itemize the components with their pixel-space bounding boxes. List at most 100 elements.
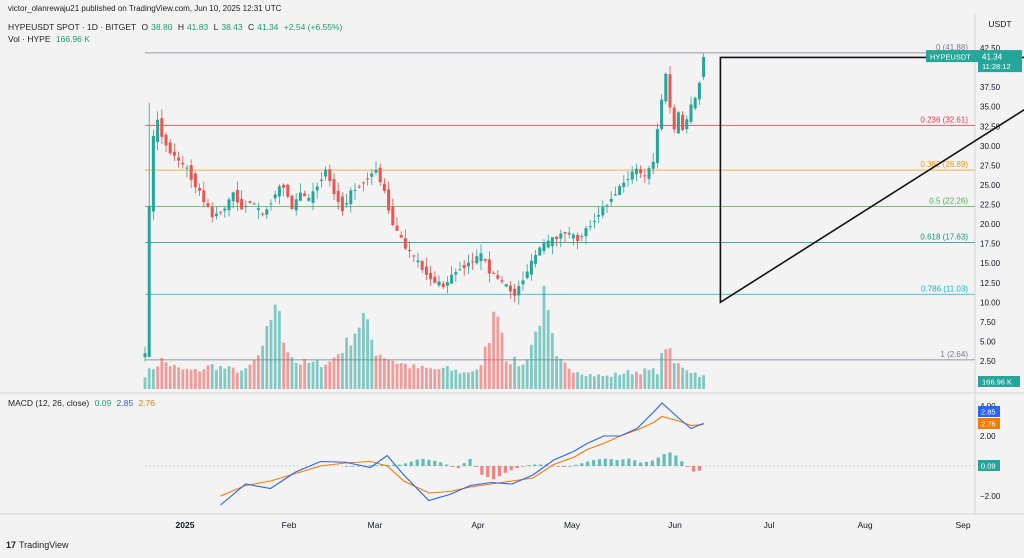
- macd-legend[interactable]: MACD (12, 26, close) 0.09 2.85 2.76: [8, 398, 158, 408]
- candle-body: [403, 238, 407, 249]
- price-badge-symbol: HYPEUSDT: [930, 53, 971, 62]
- candle-body: [639, 169, 643, 174]
- candle-body: [609, 198, 613, 202]
- volume-bar: [345, 337, 348, 389]
- change-value: +2.54 (+6.55%): [283, 22, 343, 32]
- candle-body: [571, 234, 575, 239]
- candle-body: [332, 179, 336, 195]
- separators: [0, 14, 1024, 515]
- fib-label-1: 0.236 (32.61): [920, 115, 968, 124]
- fib-label-5: 0.786 (11.03): [921, 284, 968, 293]
- candle-body: [399, 234, 403, 238]
- publisher-line: victor_olanrewaju21 published on Trading…: [8, 4, 282, 13]
- volume-bar: [496, 316, 500, 389]
- candle-body: [357, 186, 361, 188]
- volume-legend[interactable]: Vol · HYPE 166.96 K: [8, 34, 93, 44]
- macd-histogram-bar: [480, 466, 484, 475]
- time-tick-label: Feb: [282, 520, 297, 530]
- volume-bar: [475, 369, 479, 389]
- volume-bar: [290, 357, 294, 389]
- candle-body: [517, 286, 521, 296]
- macd-histogram-bar: [633, 460, 637, 466]
- macd-signal-value: 2.76: [138, 398, 156, 408]
- volume-bar: [244, 368, 248, 389]
- candle-body: [277, 186, 281, 197]
- macd-histogram-bar: [456, 466, 460, 469]
- candle-body: [303, 193, 307, 197]
- macd-badge-signal: 2.76: [981, 420, 996, 429]
- candle-body: [361, 182, 365, 184]
- candle-body: [248, 201, 252, 203]
- candle-body: [294, 199, 298, 211]
- volume-bar: [429, 368, 432, 389]
- symbol-title[interactable]: HYPEUSDT SPOT · 1D · BITGET: [8, 22, 137, 32]
- volume-bar: [504, 361, 508, 389]
- macd-histogram-bar: [539, 464, 543, 466]
- candle-body: [206, 203, 210, 207]
- macd-histogram-bar: [521, 466, 525, 467]
- volume-bar: [471, 371, 474, 389]
- candle-body: [458, 269, 462, 271]
- macd-histogram-bar: [668, 452, 672, 466]
- macd-signal-line: [220, 415, 704, 497]
- macd-histogram-bar: [415, 459, 419, 466]
- volume-bar: [315, 359, 319, 389]
- volume-bar: [378, 354, 382, 389]
- price-tick-label: 32.50: [980, 122, 1001, 131]
- volume-bar: [353, 333, 357, 389]
- tradingview-logo-icon: 17: [6, 540, 17, 550]
- volume-bar: [257, 355, 260, 389]
- candle-body: [651, 161, 655, 169]
- candle-body: [156, 119, 160, 142]
- volume-bar: [198, 371, 201, 389]
- volume-bar: [559, 358, 563, 389]
- volume-bar: [294, 362, 298, 389]
- volume-bar: [572, 372, 575, 389]
- candle-body: [177, 157, 181, 161]
- fib-label-6: 1 (2.64): [940, 350, 968, 359]
- volume-bar: [542, 285, 546, 389]
- price-tick-label: 5.00: [980, 337, 996, 346]
- candle-body: [702, 57, 706, 77]
- volume-bar: [580, 374, 584, 389]
- triangle-pattern: [719, 56, 1024, 304]
- candle-body: [265, 209, 269, 215]
- volume-bar: [626, 370, 630, 389]
- time-tick-label: May: [564, 520, 581, 530]
- price-badge-symbol-bg: [926, 50, 978, 63]
- price-badge-price: 41.34: [982, 53, 1003, 62]
- volume-bar: [555, 356, 558, 389]
- time-tick-label: Mar: [368, 520, 383, 530]
- time-tick-label: Sep: [955, 520, 970, 530]
- candle-body: [647, 168, 651, 179]
- time-tick-label: Apr: [471, 520, 484, 530]
- symbol-legend: HYPEUSDT SPOT · 1D · BITGET O 38.80 H 41.8…: [8, 22, 345, 32]
- candle-body: [450, 274, 454, 284]
- volume-bar: [399, 363, 403, 389]
- candle-body: [466, 262, 470, 267]
- volume-bar: [672, 363, 676, 389]
- time-tick-label: Jun: [668, 520, 682, 530]
- volume-bar: [261, 345, 264, 389]
- candle-body: [420, 261, 424, 270]
- candle-body: [311, 191, 315, 203]
- candle-body: [580, 236, 584, 238]
- volume-bar: [366, 319, 369, 389]
- candle-body: [210, 207, 214, 218]
- macd-histogram-bar: [427, 459, 431, 466]
- macd-histogram-bar: [409, 461, 413, 466]
- macd-histogram-bar: [650, 460, 654, 466]
- volume-bar: [160, 357, 164, 389]
- open-value: 38.80: [151, 22, 173, 32]
- macd-histogram-bar: [509, 466, 513, 471]
- candle-body: [550, 237, 554, 247]
- volume-bar: [420, 365, 424, 389]
- candle-body: [487, 259, 491, 274]
- tradingview-watermark[interactable]: 17 TradingView: [6, 540, 69, 550]
- ascending-triangle: [719, 56, 1024, 304]
- candle-body: [298, 192, 302, 201]
- volume-bar: [584, 376, 588, 389]
- macd-histogram-bar: [550, 465, 554, 467]
